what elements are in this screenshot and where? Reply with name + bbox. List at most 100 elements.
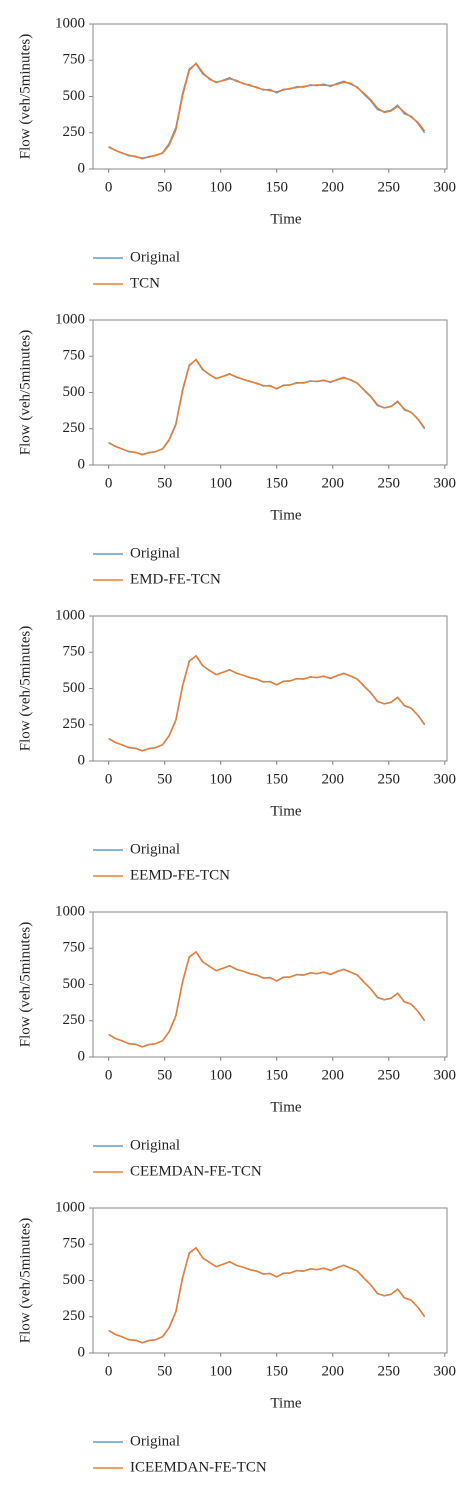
y-tick-label: 750 bbox=[63, 1236, 86, 1252]
y-axis-label: Flow (veh/5minutes) bbox=[17, 626, 33, 751]
chart-panel: 0 250 500 750 1000 0 50 100 150 200 250 300 Time Flow… bbox=[17, 1199, 456, 1475]
plot-frame bbox=[92, 615, 448, 762]
legend-label: EMD-FE-TCN bbox=[130, 571, 221, 587]
plot-frame bbox=[92, 23, 448, 170]
x-tick-label: 50 bbox=[157, 1067, 172, 1083]
legend-label: EEMD-FE-TCN bbox=[130, 867, 230, 883]
y-axis-label: Flow (veh/5minutes) bbox=[17, 34, 33, 159]
y-tick-label: 750 bbox=[63, 348, 86, 364]
legend-label: Original bbox=[130, 545, 180, 561]
series-line bbox=[108, 62, 426, 159]
y-tick-label: 1000 bbox=[55, 1199, 85, 1215]
plot-frame bbox=[92, 319, 448, 466]
plot-frame bbox=[92, 1207, 448, 1354]
y-tick-label: 0 bbox=[78, 1344, 86, 1360]
series-line bbox=[108, 1246, 426, 1344]
x-tick-label: 300 bbox=[434, 771, 457, 787]
y-tick-label: 250 bbox=[63, 1012, 86, 1028]
x-tick-label: 100 bbox=[209, 1067, 232, 1083]
legend-label: Original bbox=[130, 1433, 180, 1449]
x-tick-label: 150 bbox=[265, 1067, 288, 1083]
x-tick-label: 0 bbox=[105, 1067, 113, 1083]
x-axis-label: Time bbox=[270, 803, 301, 819]
x-tick-label: 150 bbox=[265, 771, 288, 787]
y-tick-label: 0 bbox=[78, 456, 86, 472]
x-tick-label: 0 bbox=[105, 475, 113, 491]
y-tick-label: 1000 bbox=[55, 311, 85, 327]
series-line bbox=[108, 654, 426, 752]
x-tick-label: 100 bbox=[209, 475, 232, 491]
plot-frame bbox=[92, 911, 448, 1058]
chart-panel: 0 250 500 750 1000 0 50 100 150 200 250 300 Time Flow… bbox=[17, 607, 456, 883]
y-axis-label: Flow (veh/5minutes) bbox=[17, 330, 33, 455]
legend-label: Original bbox=[130, 1137, 180, 1153]
x-tick-label: 150 bbox=[265, 1363, 288, 1379]
y-tick-label: 250 bbox=[63, 124, 86, 140]
x-tick-label: 0 bbox=[105, 179, 113, 195]
x-axis-label: Time bbox=[270, 1099, 301, 1115]
y-tick-label: 750 bbox=[63, 644, 86, 660]
y-tick-label: 500 bbox=[63, 88, 86, 104]
x-tick-label: 300 bbox=[434, 179, 457, 195]
series-line bbox=[108, 358, 426, 456]
x-tick-label: 250 bbox=[377, 771, 400, 787]
chart-panel: 0 250 500 750 1000 0 50 100 150 200 250 300 Time Flow… bbox=[17, 15, 456, 291]
legend-label: CEEMDAN-FE-TCN bbox=[130, 1163, 262, 1179]
x-tick-label: 50 bbox=[157, 179, 172, 195]
chart-panel: 0 250 500 750 1000 0 50 100 150 200 250 300 Time Flow… bbox=[17, 903, 456, 1179]
x-tick-label: 200 bbox=[321, 1067, 344, 1083]
x-tick-label: 0 bbox=[105, 771, 113, 787]
y-axis-label: Flow (veh/5minutes) bbox=[17, 1218, 33, 1343]
x-tick-label: 50 bbox=[157, 475, 172, 491]
y-tick-label: 500 bbox=[63, 384, 86, 400]
y-tick-label: 750 bbox=[63, 52, 86, 68]
y-tick-label: 250 bbox=[63, 420, 86, 436]
legend-label: Original bbox=[130, 841, 180, 857]
x-tick-label: 200 bbox=[321, 771, 344, 787]
y-tick-label: 500 bbox=[63, 1272, 86, 1288]
x-tick-label: 100 bbox=[209, 179, 232, 195]
y-tick-label: 500 bbox=[63, 680, 86, 696]
legend-label: ICEEMDAN-FE-TCN bbox=[130, 1459, 267, 1475]
x-tick-label: 250 bbox=[377, 179, 400, 195]
x-tick-label: 200 bbox=[321, 1363, 344, 1379]
y-tick-label: 250 bbox=[63, 716, 86, 732]
x-tick-label: 50 bbox=[157, 771, 172, 787]
x-tick-label: 150 bbox=[265, 475, 288, 491]
legend-label: TCN bbox=[130, 275, 160, 291]
series-line bbox=[108, 950, 426, 1048]
x-tick-label: 50 bbox=[157, 1363, 172, 1379]
x-tick-label: 300 bbox=[434, 1067, 457, 1083]
x-tick-label: 300 bbox=[434, 475, 457, 491]
x-tick-label: 200 bbox=[321, 179, 344, 195]
y-tick-label: 0 bbox=[78, 752, 86, 768]
x-tick-label: 150 bbox=[265, 179, 288, 195]
legend-label: Original bbox=[130, 249, 180, 265]
y-tick-label: 1000 bbox=[55, 607, 85, 623]
x-tick-label: 250 bbox=[377, 1363, 400, 1379]
y-tick-label: 750 bbox=[63, 940, 86, 956]
series-line bbox=[108, 62, 426, 160]
x-tick-label: 250 bbox=[377, 475, 400, 491]
y-tick-label: 250 bbox=[63, 1308, 86, 1324]
x-tick-label: 200 bbox=[321, 475, 344, 491]
x-tick-label: 100 bbox=[209, 1363, 232, 1379]
x-tick-label: 0 bbox=[105, 1363, 113, 1379]
y-tick-label: 0 bbox=[78, 160, 86, 176]
y-tick-label: 1000 bbox=[55, 903, 85, 919]
y-axis-label: Flow (veh/5minutes) bbox=[17, 922, 33, 1047]
series-line bbox=[108, 950, 426, 1048]
x-axis-label: Time bbox=[270, 1395, 301, 1411]
y-tick-label: 1000 bbox=[55, 15, 85, 31]
x-tick-label: 300 bbox=[434, 1363, 457, 1379]
series-line bbox=[108, 1246, 426, 1344]
x-axis-label: Time bbox=[270, 507, 301, 523]
x-tick-label: 250 bbox=[377, 1067, 400, 1083]
y-tick-label: 0 bbox=[78, 1048, 86, 1064]
x-tick-label: 100 bbox=[209, 771, 232, 787]
x-axis-label: Time bbox=[270, 211, 301, 227]
series-line bbox=[108, 358, 426, 456]
chart-panel: 0 250 500 750 1000 0 50 100 150 200 250 300 Time Flow… bbox=[17, 311, 456, 587]
series-line bbox=[108, 654, 426, 752]
